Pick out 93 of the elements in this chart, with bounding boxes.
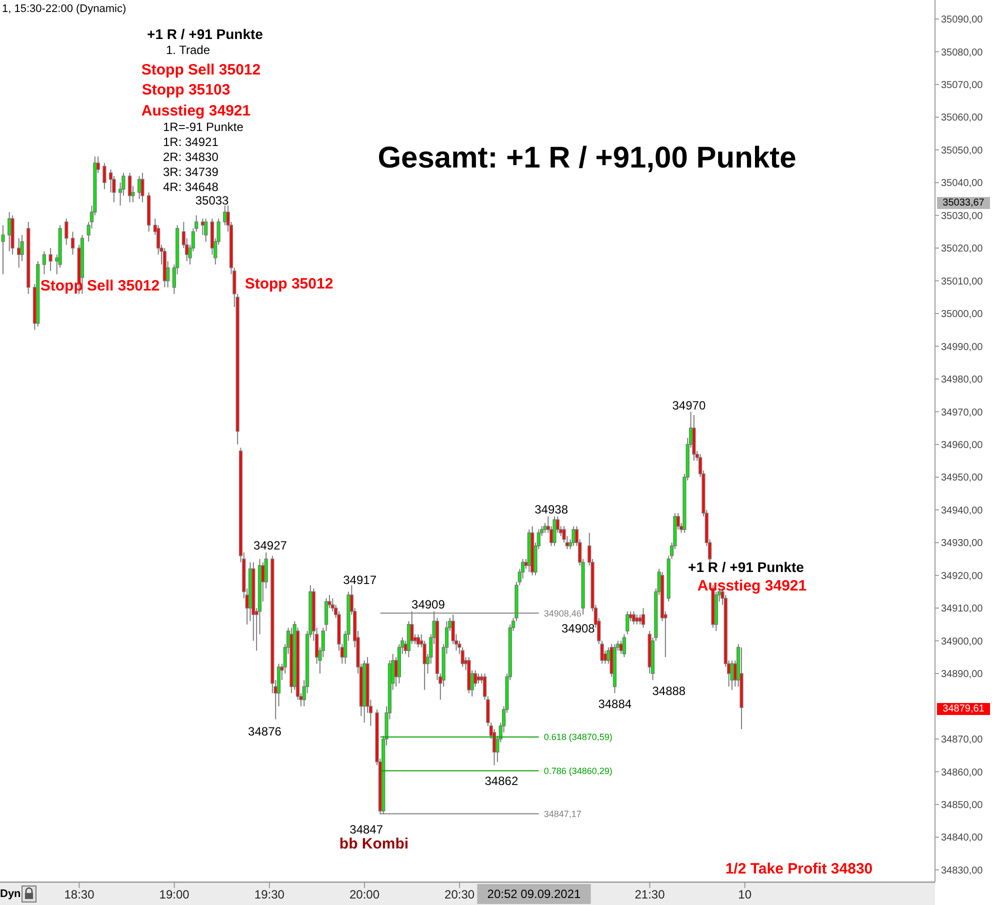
annotation: 34927 xyxy=(254,538,288,552)
annotation: 34917 xyxy=(343,573,377,588)
candlestick xyxy=(635,614,639,625)
annotation: bb Kombi xyxy=(339,836,409,852)
annotation: 34970 xyxy=(672,398,706,413)
y-tick-label: 34890,00 xyxy=(941,669,984,680)
candlestick xyxy=(64,218,68,246)
candlestick xyxy=(1,224,5,275)
x-tick-label: 19:30 xyxy=(254,888,285,902)
text: 20:52 09.09.2021 xyxy=(487,887,582,901)
text: 34879,61 xyxy=(942,704,985,714)
annotation: 3R: 34739 xyxy=(163,165,219,179)
candlestick xyxy=(42,250,46,275)
annotation: +1 R / +91 Punkte xyxy=(147,26,264,42)
x-tick-label: 21:30 xyxy=(634,888,666,902)
annotation: Stopp Sell 35012 xyxy=(40,278,160,294)
annotation: 1R: 34921 xyxy=(163,135,219,149)
candlestick xyxy=(626,610,630,635)
y-tick-label: 35040,00 xyxy=(941,178,984,190)
x-tick-label: 19:00 xyxy=(159,888,190,902)
annotation: 1. Trade xyxy=(166,43,210,57)
annotation: Stopp Sell 35012 xyxy=(141,62,261,78)
annotation: 34847 xyxy=(350,822,384,836)
x-tick-label: 20:30 xyxy=(444,888,475,902)
annotation: 1/2 Take Profit 34830 xyxy=(725,860,873,878)
annotation: 34884 xyxy=(598,697,632,712)
text: 35033,67 xyxy=(942,198,985,208)
candlestick xyxy=(102,162,106,190)
text: Dyn xyxy=(0,888,22,900)
candlestick xyxy=(140,172,144,203)
candlestick xyxy=(128,172,132,203)
annotation: Stopp 35103 xyxy=(142,82,230,98)
candlestick xyxy=(730,660,734,690)
candlestick xyxy=(473,670,478,688)
ref-line-label: 34908,46 xyxy=(544,608,582,618)
annotation: 2R: 34830 xyxy=(163,150,219,164)
y-tick-label: 34830,00 xyxy=(941,865,984,876)
annotation: 34908 xyxy=(562,622,596,636)
y-tick-label: 34940,00 xyxy=(941,505,984,516)
candlestick xyxy=(552,516,556,546)
x-tick-label: 20:00 xyxy=(349,888,380,902)
candlestick xyxy=(416,634,420,648)
y-tick-label: 34910,00 xyxy=(941,604,984,615)
annotation: Ausstieg 34921 xyxy=(697,578,807,594)
candlestick xyxy=(48,248,52,272)
y-tick-label: 35060,00 xyxy=(941,112,984,124)
y-tick-label: 34920,00 xyxy=(941,570,984,582)
candlestick xyxy=(641,608,646,628)
y-tick-label: 35010,00 xyxy=(941,276,984,288)
y-tick-label: 35030,00 xyxy=(941,210,984,222)
candlestick xyxy=(70,231,75,256)
annotation: 1R=-91 Punkte xyxy=(163,120,244,134)
y-tick-label: 34900,00 xyxy=(941,636,984,648)
annotation: 34888 xyxy=(652,684,686,698)
annotation: 4R: 34648 xyxy=(163,180,219,194)
y-tick-label: 34930,00 xyxy=(941,538,984,550)
annotation: 34876 xyxy=(248,724,282,738)
y-tick-label: 35000,00 xyxy=(941,309,984,320)
ref-line-label: 0.786 (34860,29) xyxy=(544,766,612,776)
annotation: Ausstieg 34921 xyxy=(141,102,251,120)
y-tick-label: 34980,00 xyxy=(941,374,984,386)
y-tick-label: 34850,00 xyxy=(941,800,984,811)
annotation: 35033 xyxy=(195,194,230,208)
annotation: 34938 xyxy=(534,502,568,516)
x-tick-label: 18:30 xyxy=(64,888,95,902)
x-tick-label: 10 xyxy=(738,888,752,902)
y-tick-label: 34860,00 xyxy=(941,767,984,778)
annotation: 34862 xyxy=(484,774,518,788)
ref-line-label: 0.618 (34870,59) xyxy=(544,732,612,742)
annotation: 34909 xyxy=(412,597,446,612)
y-tick-label: 35020,00 xyxy=(941,244,984,255)
candlestick xyxy=(204,218,208,242)
y-tick-label: 34840,00 xyxy=(941,832,984,844)
y-tick-label: 34960,00 xyxy=(941,440,984,451)
candlestick xyxy=(632,610,636,625)
y-tick-label: 34990,00 xyxy=(941,342,984,353)
candlestick xyxy=(572,526,576,546)
y-tick-label: 35090,00 xyxy=(941,14,984,26)
y-tick-label: 34950,00 xyxy=(941,472,984,484)
y-tick-label: 35070,00 xyxy=(941,80,984,91)
y-tick-label: 35080,00 xyxy=(941,47,984,58)
y-tick-label: 34970,00 xyxy=(941,407,984,418)
chart-title: 1, 15:30-22:00 (Dynamic) xyxy=(2,3,126,15)
y-tick-label: 35050,00 xyxy=(941,145,984,156)
candlestick xyxy=(619,640,623,654)
annotation: +1 R / +91 Punkte xyxy=(688,559,804,575)
text: Gesamt: +1 R / +91,00 Punkte xyxy=(378,142,796,174)
annotation: Stopp 35012 xyxy=(244,276,334,292)
candlestick xyxy=(622,634,626,658)
y-tick-label: 34870,00 xyxy=(941,734,984,746)
ref-line-label: 34847,17 xyxy=(544,808,582,819)
candlestick xyxy=(476,673,480,684)
candlestick xyxy=(543,522,547,534)
